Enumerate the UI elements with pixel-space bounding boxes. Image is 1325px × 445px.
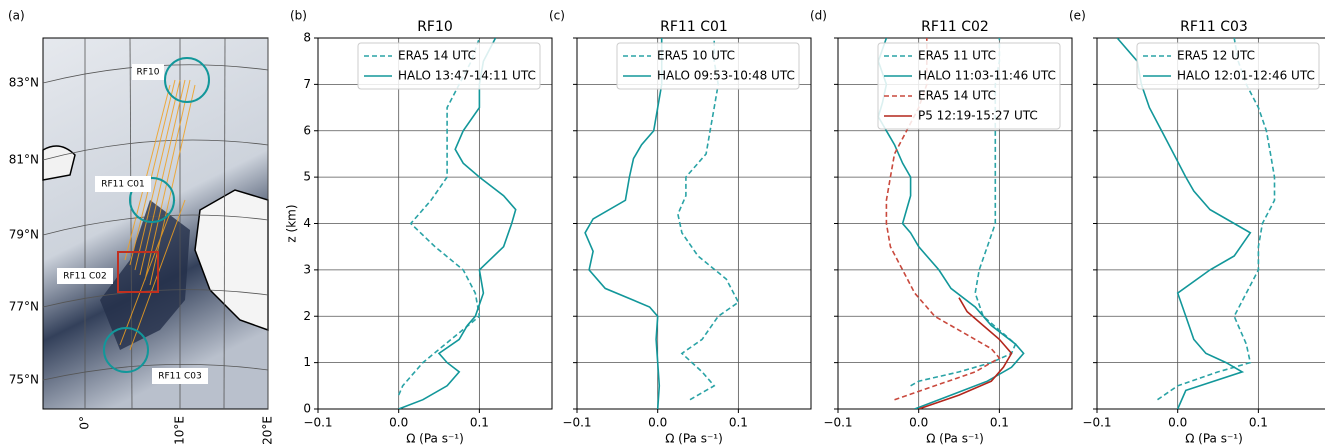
x-tick-label: 0.1 xyxy=(1249,416,1268,430)
y-tick-label: 8 xyxy=(303,31,311,45)
y-tick-label: 0 xyxy=(303,402,311,416)
x-tick-label: −0.1 xyxy=(303,416,332,430)
series-line xyxy=(1157,38,1276,401)
x-axis-label: Ω (Pa s⁻¹) xyxy=(1185,432,1243,445)
legend-label: HALO 12:01-12:46 UTC xyxy=(1177,69,1315,83)
axes-frame xyxy=(317,37,553,410)
legend-label: ERA5 14 UTC xyxy=(398,49,476,63)
legend-box xyxy=(1136,42,1320,90)
lon-label: 0° xyxy=(78,416,92,430)
y-tick-label: 6 xyxy=(303,123,311,137)
x-tick-label: 0.0 xyxy=(648,416,667,430)
y-tick-label: 1 xyxy=(303,355,311,369)
panel-label: (a) xyxy=(8,9,25,23)
legend-box xyxy=(877,42,1061,130)
label-box xyxy=(95,176,151,192)
flight-label: RF11 C01 xyxy=(101,180,144,190)
chart-title: RF11 C03 xyxy=(1180,19,1248,35)
legend-label: ERA5 10 UTC xyxy=(657,49,735,63)
x-axis-label: Ω (Pa s⁻¹) xyxy=(926,432,984,445)
axes-frame xyxy=(1096,37,1325,410)
x-tick-label: −0.1 xyxy=(1082,416,1111,430)
chart-title: RF10 xyxy=(417,19,453,35)
x-tick-label: −0.1 xyxy=(562,416,591,430)
legend-label: HALO 09:53-10:48 UTC xyxy=(657,69,795,83)
lat-label: 83°N xyxy=(9,76,39,90)
legend-box xyxy=(357,42,541,90)
lat-label: 79°N xyxy=(9,228,39,242)
axes-frame xyxy=(837,37,1073,410)
sonde-circles xyxy=(103,57,210,373)
flight-label: RF11 C02 xyxy=(63,272,106,282)
x-tick-label: 0.1 xyxy=(990,416,1009,430)
lat-label: 75°N xyxy=(9,373,39,387)
x-axis-label: Ω (Pa s⁻¹) xyxy=(406,432,464,445)
legend-label: ERA5 14 UTC xyxy=(918,89,996,103)
series-line xyxy=(677,38,740,401)
x-tick-label: −0.1 xyxy=(823,416,852,430)
y-tick-label: 3 xyxy=(303,262,311,276)
x-tick-label: 0.0 xyxy=(1168,416,1187,430)
panel-label: (c) xyxy=(549,9,565,23)
x-tick-label: 0.1 xyxy=(470,416,489,430)
axes-frame xyxy=(576,37,812,410)
legend-label: ERA5 11 UTC xyxy=(918,49,996,63)
legend-label: ERA5 12 UTC xyxy=(1177,49,1255,63)
y-tick-label: 4 xyxy=(303,216,311,230)
x-tick-label: 0.0 xyxy=(389,416,408,430)
chart-title: RF11 C01 xyxy=(660,19,728,35)
map-panel: (a) RF10 RF11 C01 RF11 C02 RF11 C03 83°N… xyxy=(8,9,275,445)
lon-label: 20°E xyxy=(261,416,275,445)
lon-label: 10°E xyxy=(173,416,187,445)
flight-label: RF11 C03 xyxy=(158,372,201,382)
x-tick-label: 0.1 xyxy=(729,416,748,430)
panel-label: (d) xyxy=(810,9,827,23)
y-tick-label: 5 xyxy=(303,170,311,184)
y-tick-label: 7 xyxy=(303,77,311,91)
graticule xyxy=(42,37,269,410)
label-box xyxy=(152,368,208,384)
greenland-coast xyxy=(42,145,76,181)
label-box xyxy=(57,268,113,284)
lat-label: 81°N xyxy=(9,153,39,167)
series-line xyxy=(398,38,517,409)
open-water xyxy=(100,200,190,350)
y-tick-label: 2 xyxy=(303,309,311,323)
series-line xyxy=(1116,38,1252,409)
lat-label: 77°N xyxy=(9,300,39,314)
panel-label: (b) xyxy=(290,9,307,23)
flight-label: RF10 xyxy=(137,68,160,78)
series-line xyxy=(584,38,663,409)
series-line xyxy=(918,297,1013,409)
legend-label: HALO 11:03-11:46 UTC xyxy=(918,69,1056,83)
legend-label: HALO 13:47-14:11 UTC xyxy=(398,69,536,83)
legend-label: P5 12:19-15:27 UTC xyxy=(918,109,1038,123)
legend-box xyxy=(616,42,800,90)
y-axis-label: z (km) xyxy=(285,204,299,242)
panel-label: (e) xyxy=(1069,9,1086,23)
x-tick-label: 0.0 xyxy=(909,416,928,430)
x-axis-label: Ω (Pa s⁻¹) xyxy=(665,432,723,445)
series-line xyxy=(397,38,481,396)
chart-title: RF11 C02 xyxy=(921,19,989,35)
svalbard xyxy=(194,189,269,332)
label-box xyxy=(132,64,164,80)
p5-box xyxy=(117,251,159,293)
